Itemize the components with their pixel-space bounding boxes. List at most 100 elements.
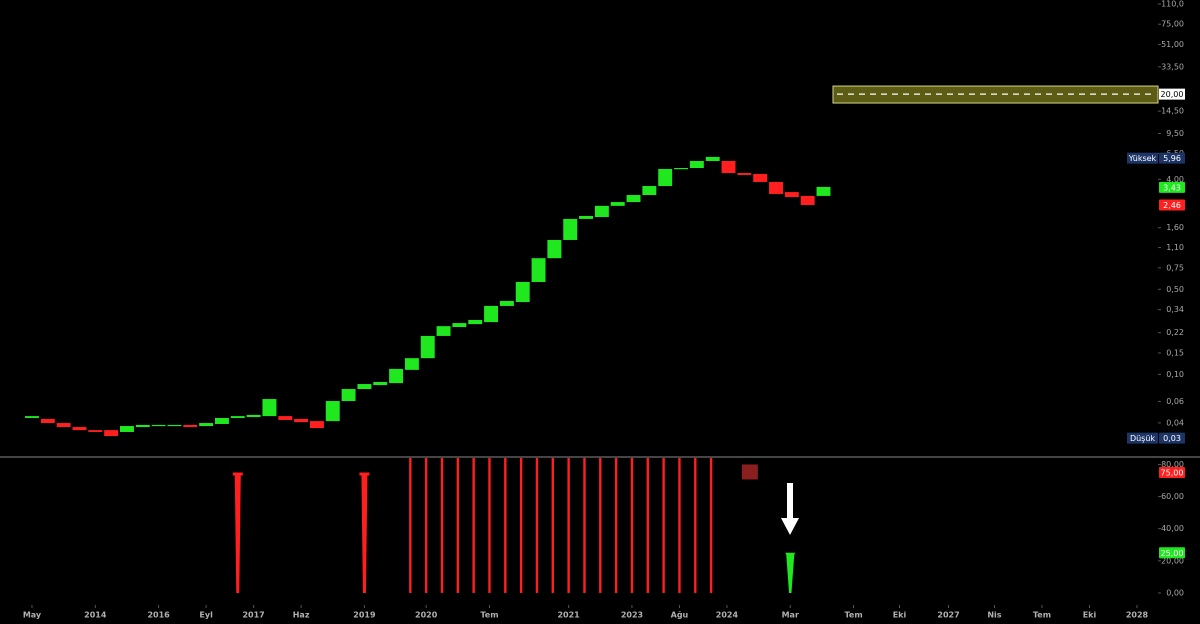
x-tick-label: 2014 xyxy=(84,611,107,620)
box xyxy=(72,427,87,431)
x-tick-label: Tem xyxy=(1033,611,1051,620)
box xyxy=(325,401,340,422)
x-tick-label: 2019 xyxy=(353,611,376,620)
bar xyxy=(646,458,649,593)
box xyxy=(737,173,752,175)
y-tick-label: 1,60 xyxy=(1166,223,1184,232)
arrow-head xyxy=(781,518,799,535)
price-marker-name: Yüksek xyxy=(1128,154,1157,163)
box xyxy=(468,319,483,325)
x-tick-label: Nis xyxy=(987,611,1001,620)
x-tick-label: Ağu xyxy=(671,611,689,620)
box xyxy=(389,368,404,384)
x-tick-label: 2023 xyxy=(621,611,643,620)
box xyxy=(246,414,261,418)
bar xyxy=(551,458,555,593)
bar xyxy=(519,458,523,593)
y-tick-label: 0,34 xyxy=(1166,305,1184,314)
price-marker-name-box xyxy=(1127,152,1158,164)
price-marker-label: 2,46 xyxy=(1163,201,1181,210)
box xyxy=(626,195,641,203)
price-marker-box xyxy=(1159,152,1185,164)
box xyxy=(262,399,277,417)
x-tick-label: 2027 xyxy=(937,611,959,620)
box xyxy=(594,205,609,218)
box xyxy=(167,424,182,427)
y-tick-label: 4,00 xyxy=(1166,175,1184,184)
arrow-shaft xyxy=(787,483,793,520)
y-tick-label: 0,50 xyxy=(1166,285,1184,294)
x-tick-label: Eyl xyxy=(199,611,213,620)
bar xyxy=(359,472,370,593)
bar xyxy=(456,458,460,593)
box xyxy=(40,418,55,424)
box xyxy=(547,239,562,259)
x-tick-label: 2016 xyxy=(147,611,170,620)
box xyxy=(499,300,514,306)
x-tick-label: 2024 xyxy=(716,611,739,620)
y-tick-label: 0,10 xyxy=(1166,370,1184,379)
x-tick-label: Tem xyxy=(480,611,498,620)
box xyxy=(230,416,245,418)
price-marker-box xyxy=(1159,547,1185,559)
box xyxy=(721,161,736,174)
bar xyxy=(630,458,634,593)
x-tick-label: May xyxy=(23,611,42,620)
box xyxy=(420,335,435,359)
box xyxy=(214,417,229,424)
bar xyxy=(232,472,243,593)
box xyxy=(563,218,578,240)
x-tick-label: Haz xyxy=(293,611,310,620)
box xyxy=(88,430,103,432)
price-marker-label: 75,00 xyxy=(1161,468,1184,477)
box xyxy=(816,186,831,196)
price-marker-box xyxy=(1159,432,1185,444)
bar xyxy=(694,458,697,593)
price-marker-box xyxy=(1159,199,1185,211)
y-tick-label: 110,0 xyxy=(1161,0,1184,8)
box xyxy=(515,281,530,303)
bar xyxy=(785,552,796,593)
y-tick-label: 0,00 xyxy=(1166,588,1184,597)
y-tick-label: 0,75 xyxy=(1166,263,1184,272)
box xyxy=(484,305,499,323)
price-marker-name-box xyxy=(1127,432,1158,444)
box xyxy=(404,358,419,370)
target-label-box xyxy=(1159,88,1185,100)
bar xyxy=(567,458,570,593)
x-tick-label: 2028 xyxy=(1126,611,1149,620)
box xyxy=(436,326,451,336)
y-tick-label: 40,00 xyxy=(1161,524,1184,533)
bar xyxy=(440,458,444,593)
x-tick-label: Tem xyxy=(845,611,863,620)
box xyxy=(357,384,372,390)
x-tick-label: Eki xyxy=(1083,611,1097,620)
box xyxy=(800,195,815,205)
bar xyxy=(488,458,491,593)
y-tick-label: 33,50 xyxy=(1161,62,1184,71)
box xyxy=(689,161,704,169)
bar xyxy=(583,458,586,593)
y-tick-label: 14,50 xyxy=(1161,107,1184,116)
bar xyxy=(614,458,618,593)
x-tick-label: Mar xyxy=(782,611,799,620)
bar xyxy=(409,458,412,593)
box xyxy=(278,416,293,420)
price-marker-label: 0,03 xyxy=(1163,434,1181,443)
price-marker-name: Düşük xyxy=(1130,434,1155,443)
bar xyxy=(472,458,475,593)
price-marker-box xyxy=(1159,181,1185,193)
box xyxy=(119,426,134,432)
box xyxy=(309,421,324,429)
box xyxy=(294,418,309,423)
box xyxy=(135,424,150,428)
y-tick-label: 80,00 xyxy=(1161,460,1184,469)
price-marker-label: 3,43 xyxy=(1163,183,1181,192)
box xyxy=(151,424,166,427)
bar xyxy=(709,458,713,593)
signal-arrow xyxy=(781,483,799,535)
box xyxy=(531,258,546,282)
bar xyxy=(678,458,681,593)
